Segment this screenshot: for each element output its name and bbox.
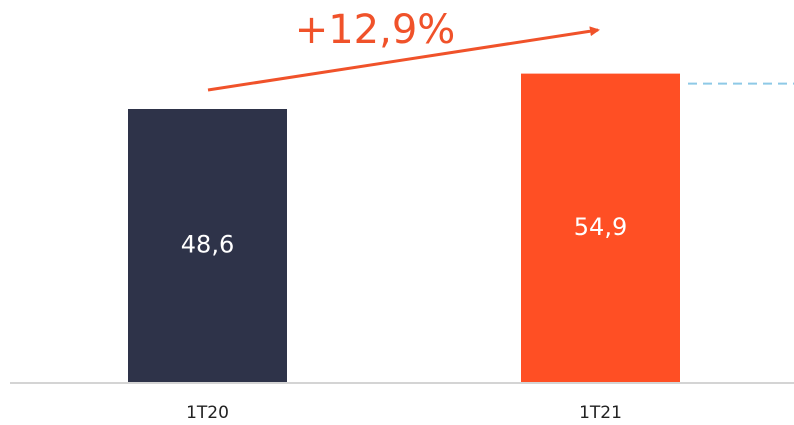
bar: [128, 109, 287, 382]
x-tick-label: 1T21: [579, 403, 622, 423]
value-label: 48,6: [181, 231, 234, 259]
x-tick-label: 1T20: [186, 403, 229, 423]
bar: [521, 73, 680, 382]
value-label: 54,9: [574, 213, 627, 241]
growth-arrow: [207, 26, 600, 92]
growth-annotation: +12,9%: [295, 7, 456, 53]
